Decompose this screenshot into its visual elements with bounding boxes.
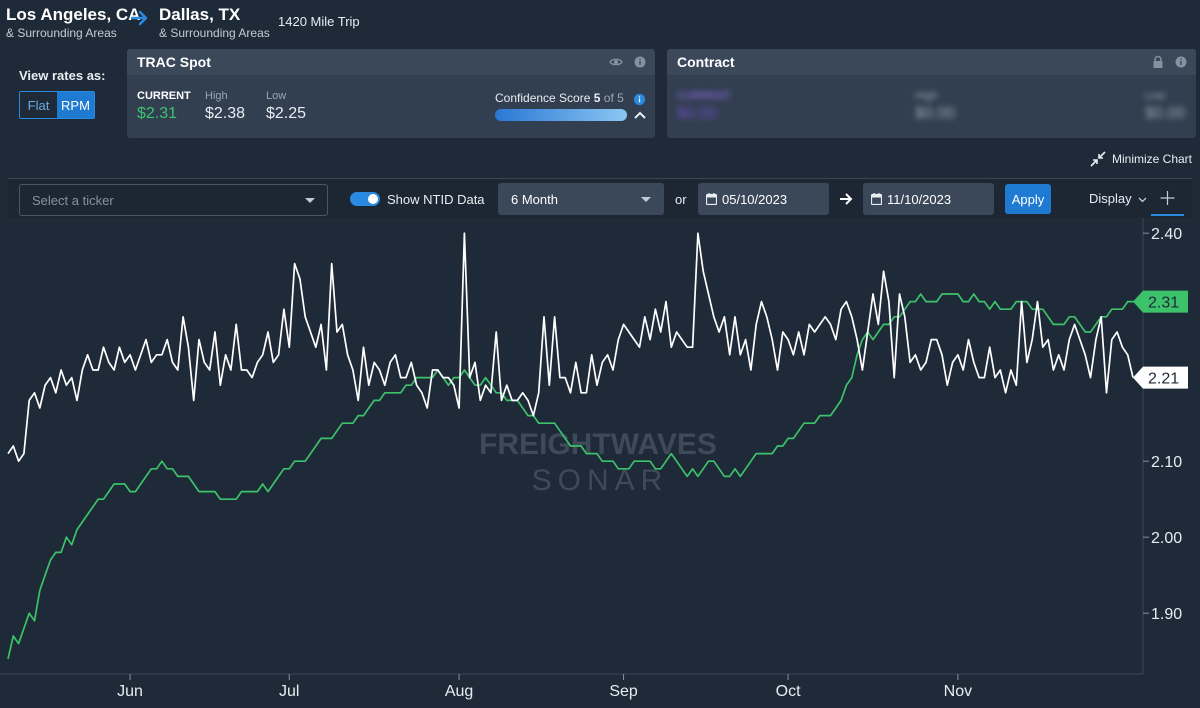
- chevron-down-icon: [641, 197, 651, 202]
- toggle-knob: [368, 194, 378, 204]
- current-value: $2.31: [137, 105, 178, 122]
- contract-low-label: Low: [1145, 90, 1166, 102]
- x-tick-label: Jul: [279, 683, 299, 700]
- contract-high-value: $0.00: [915, 105, 956, 122]
- trac-spot-header: TRAC Spot: [127, 49, 655, 75]
- confidence-bar: [495, 109, 627, 121]
- ntid-toggle[interactable]: [350, 192, 380, 206]
- x-tick-label: Oct: [776, 683, 801, 700]
- apply-button[interactable]: Apply: [1005, 184, 1051, 214]
- lock-icon: [1153, 55, 1163, 68]
- contract-header: Contract: [667, 49, 1196, 75]
- y-tick-label: 2.00: [1151, 530, 1182, 547]
- crosshair-icon: [1160, 191, 1175, 205]
- contract-current-label: CURRENT: [677, 90, 731, 102]
- flat-option[interactable]: Flat: [20, 92, 57, 118]
- confidence-of: of 5: [603, 91, 624, 105]
- trip-distance: 1420 Mile Trip: [278, 14, 360, 29]
- end-date-value: 11/10/2023: [887, 192, 952, 207]
- ticker-placeholder: Select a ticker: [32, 193, 114, 208]
- high-value: $2.38: [205, 105, 246, 122]
- contract-current-value: $0.00: [677, 105, 718, 122]
- contract-title: Contract: [677, 54, 735, 70]
- calendar-icon: [706, 193, 717, 205]
- confidence-label: Confidence Score: [495, 91, 591, 105]
- current-label: CURRENT: [137, 90, 191, 102]
- period-value: 6 Month: [511, 192, 558, 207]
- info-icon[interactable]: [1174, 55, 1188, 69]
- start-date-input[interactable]: 05/10/2023: [698, 183, 829, 215]
- last-value-label: 2.21: [1148, 371, 1179, 388]
- display-menu[interactable]: Display: [1089, 191, 1147, 206]
- period-select[interactable]: 6 Month: [498, 183, 664, 215]
- y-tick-label: 2.10: [1151, 454, 1182, 471]
- info-icon[interactable]: [633, 55, 647, 69]
- low-label: Low: [266, 90, 287, 102]
- destination-city: Dallas, TX: [159, 5, 241, 24]
- start-date-value: 05/10/2023: [722, 192, 788, 207]
- watermark-sonar: SONAR: [532, 464, 669, 497]
- contract-high-label: High: [915, 90, 938, 102]
- origin-subtitle: & Surrounding Areas: [6, 26, 117, 40]
- minimize-chart-label: Minimize Chart: [1112, 152, 1193, 166]
- low-value: $2.25: [266, 105, 307, 122]
- view-rates-label: View rates as:: [19, 68, 106, 83]
- y-tick-label: 2.40: [1151, 226, 1182, 243]
- series-line-green: [7, 293, 1139, 659]
- rpm-option[interactable]: RPM: [57, 92, 94, 118]
- end-date-input[interactable]: 11/10/2023: [863, 183, 994, 215]
- confidence-score: Confidence Score 5 of 5: [495, 91, 624, 105]
- arrow-right-icon: [840, 193, 853, 205]
- last-value-flag-green: [1133, 290, 1188, 313]
- ntid-label: Show NTID Data: [387, 192, 485, 207]
- or-label: or: [675, 192, 687, 207]
- origin-city: Los Angeles, CA: [6, 5, 141, 24]
- eye-icon[interactable]: [609, 55, 623, 69]
- contract-low-value: $0.00: [1145, 105, 1186, 122]
- x-tick-label: Nov: [944, 683, 972, 700]
- y-tick-label: 1.90: [1151, 606, 1182, 623]
- x-tick-label: Jun: [117, 683, 143, 700]
- calendar-icon: [871, 193, 882, 205]
- x-tick-label: Sep: [609, 683, 638, 700]
- confidence-value: 5: [593, 91, 601, 105]
- series-line-white: [7, 232, 1134, 463]
- confidence-info-icon[interactable]: [633, 93, 646, 106]
- ticker-select[interactable]: Select a ticker: [19, 184, 328, 216]
- route-arrow-icon: [130, 10, 148, 26]
- trac-spot-card: TRAC Spot CURRENT $2.31 High $2.38 Low $…: [127, 49, 655, 138]
- x-tick-label: Aug: [445, 683, 473, 700]
- chevron-down-icon: [1138, 197, 1147, 203]
- chart-toolbar: Select a ticker Show NTID Data 6 Month o…: [8, 178, 1192, 218]
- contract-card: Contract CURRENT $0.00 High $0.00 Low $0…: [667, 49, 1196, 138]
- display-label: Display: [1089, 191, 1132, 206]
- chevron-up-icon[interactable]: [634, 110, 646, 120]
- chevron-down-icon: [305, 198, 315, 203]
- minimize-chart-button[interactable]: Minimize Chart: [1090, 151, 1192, 167]
- trac-spot-title: TRAC Spot: [137, 54, 211, 70]
- high-label: High: [205, 90, 228, 102]
- minimize-icon: [1090, 151, 1106, 167]
- rate-view-toggle: Flat RPM: [19, 91, 95, 119]
- last-value-flag-white: [1133, 366, 1188, 389]
- crosshair-tool[interactable]: [1151, 182, 1184, 216]
- destination-subtitle: & Surrounding Areas: [159, 26, 270, 40]
- last-value-label: 2.31: [1148, 295, 1179, 312]
